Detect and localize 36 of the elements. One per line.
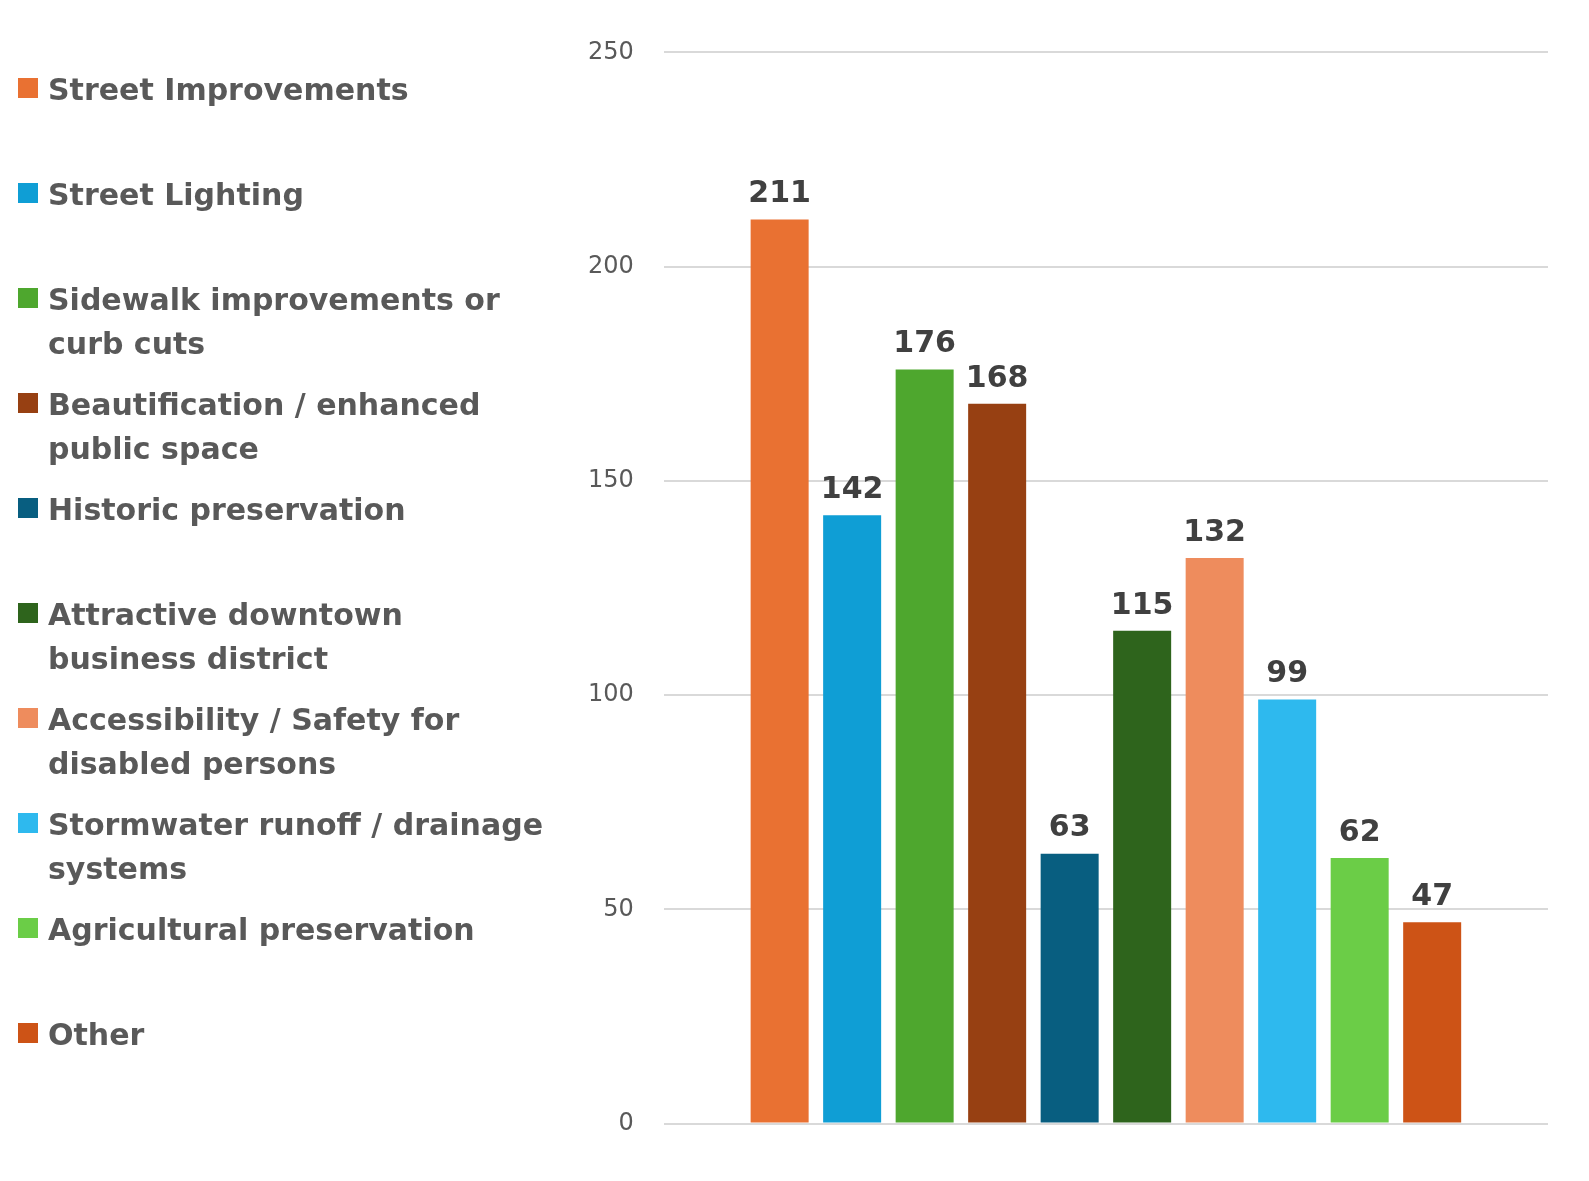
data-label: 99: [1266, 654, 1309, 690]
y-tick-label: 200: [588, 250, 634, 279]
legend-label: Sidewalk improvements or curb cuts: [48, 281, 501, 363]
y-tick-label: 50: [603, 893, 634, 922]
data-label: 62: [1338, 812, 1381, 848]
bar: [1040, 853, 1099, 1123]
data-label: 211: [748, 174, 811, 210]
y-tick-label: 150: [588, 465, 634, 494]
data-label: 47: [1411, 877, 1454, 913]
y-tick-label: 100: [588, 679, 634, 708]
bar: [823, 515, 882, 1123]
legend-label: Attractive downtown business district: [48, 596, 404, 678]
legend-label: Stormwater runoff / drainage systems: [48, 806, 544, 888]
bar: [968, 403, 1027, 1123]
legend-label: Street Improvements: [48, 71, 409, 109]
data-label: 142: [820, 469, 884, 505]
bar: [1185, 558, 1244, 1123]
legend-label: Historic preservation: [48, 491, 406, 529]
y-tick-label: 250: [588, 36, 634, 65]
legend-label: Beautification / enhanced public space: [48, 386, 482, 468]
data-label: 168: [965, 358, 1029, 394]
legend-label: Agricultural preservation: [48, 911, 475, 949]
data-label: 115: [1110, 585, 1174, 621]
data-label: 132: [1183, 512, 1246, 548]
bar: [1330, 857, 1389, 1123]
bar: [1113, 630, 1172, 1123]
bar: [750, 219, 809, 1123]
bar: [1403, 922, 1462, 1123]
bar: [895, 369, 954, 1123]
bar: [1258, 699, 1317, 1123]
legend-label: Other: [48, 1016, 145, 1054]
legend-label: Street Lighting: [48, 176, 304, 214]
legend-label: Accessibility / Safety for disabled persons: [48, 701, 461, 783]
y-tick-label: 0: [618, 1107, 634, 1136]
data-label: 63: [1048, 808, 1091, 844]
data-label: 176: [893, 324, 956, 360]
